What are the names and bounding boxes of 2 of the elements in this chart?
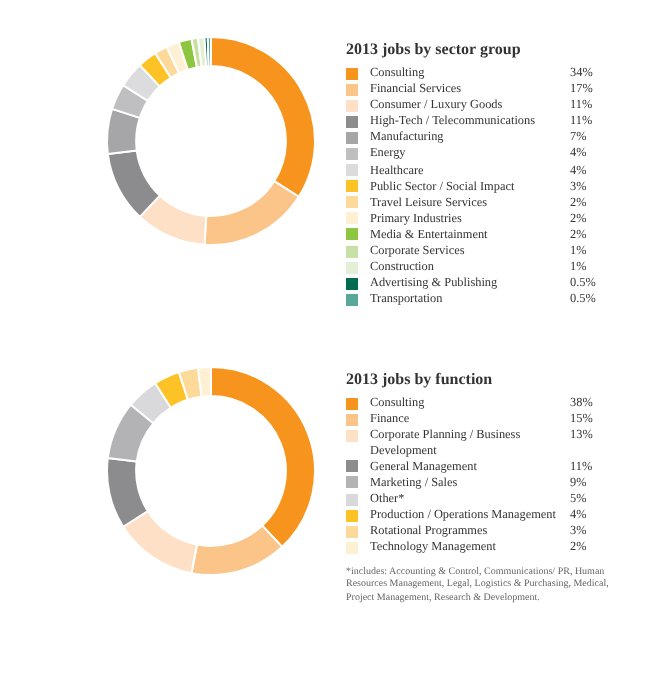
chart-title: 2013 jobs by function (346, 370, 495, 388)
chart-title: 2013 jobs by sector group (346, 40, 523, 58)
